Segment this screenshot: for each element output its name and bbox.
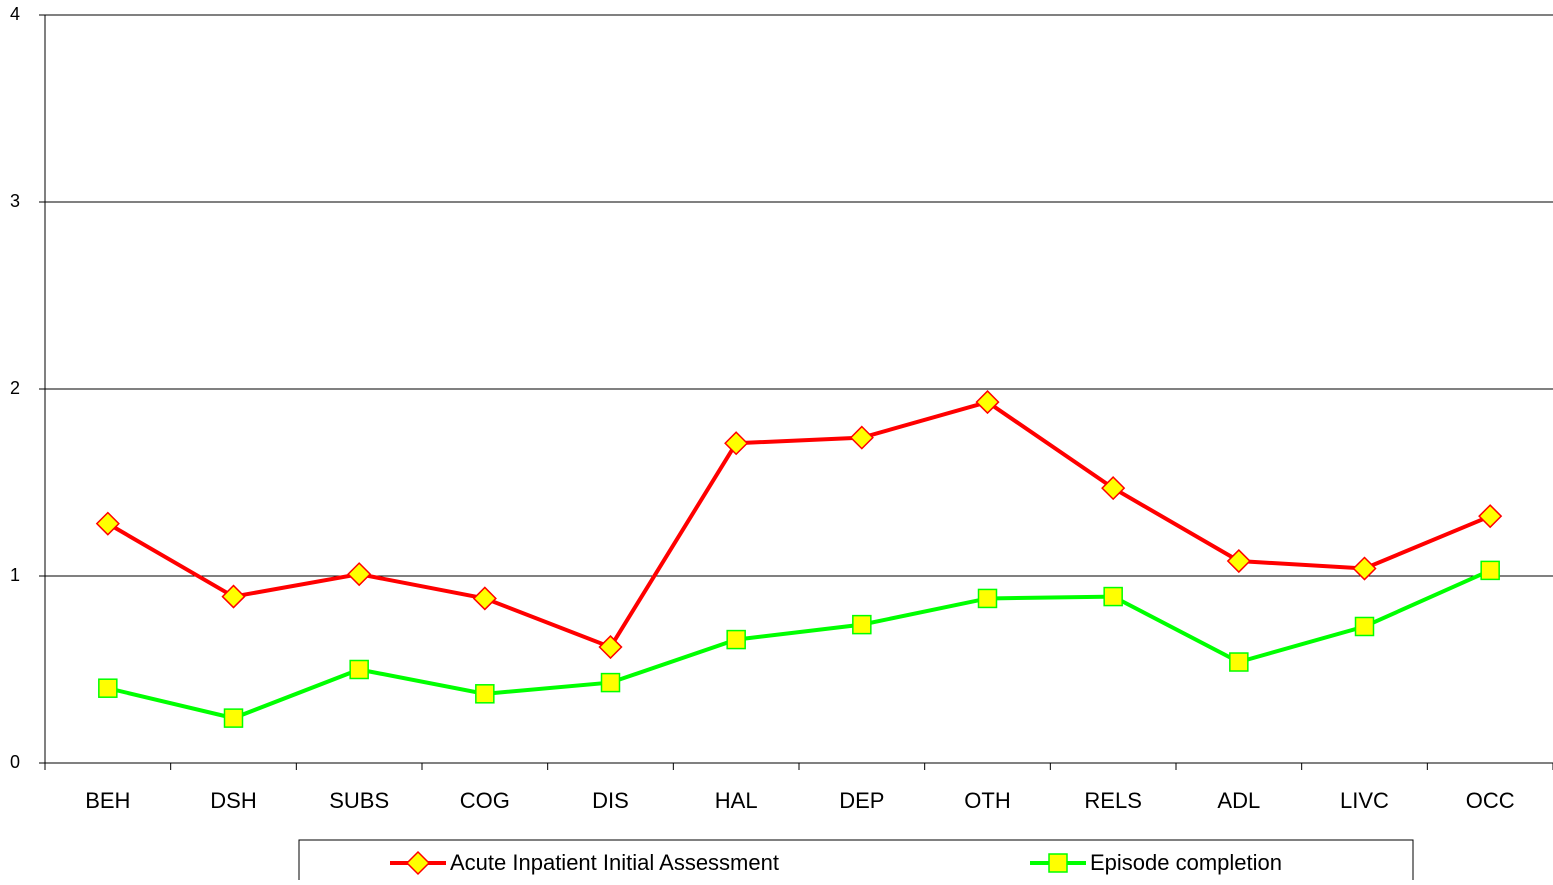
marker bbox=[472, 586, 497, 611]
y-tick-label: 3 bbox=[10, 191, 20, 211]
x-tick-label: HAL bbox=[715, 788, 758, 813]
marker bbox=[349, 659, 369, 680]
legend-marker bbox=[1048, 853, 1068, 873]
marker bbox=[1352, 556, 1377, 581]
marker bbox=[975, 390, 1000, 415]
x-tick-label: OCC bbox=[1466, 788, 1515, 813]
legend-label: Acute Inpatient Initial Assessment bbox=[450, 850, 779, 875]
legend-label: Episode completion bbox=[1090, 850, 1282, 875]
marker bbox=[98, 678, 118, 698]
marker bbox=[475, 684, 495, 704]
x-tick-label: DEP bbox=[839, 788, 884, 813]
marker bbox=[600, 672, 621, 693]
marker bbox=[1480, 560, 1500, 581]
marker bbox=[724, 431, 749, 456]
marker bbox=[598, 634, 623, 660]
x-tick-label: ADL bbox=[1217, 788, 1260, 813]
marker bbox=[1101, 476, 1126, 501]
marker bbox=[223, 708, 244, 728]
marker bbox=[1226, 548, 1251, 574]
marker bbox=[849, 425, 874, 450]
marker bbox=[221, 584, 246, 609]
x-tick-label: RELS bbox=[1084, 788, 1141, 813]
x-tick-label: LIVC bbox=[1340, 788, 1389, 813]
marker bbox=[1354, 616, 1375, 637]
y-tick-label: 2 bbox=[10, 378, 20, 398]
series-line bbox=[106, 399, 1491, 650]
x-tick-label: BEH bbox=[85, 788, 130, 813]
series-line bbox=[107, 568, 1491, 721]
x-tick-label: DIS bbox=[592, 788, 629, 813]
y-tick-label: 0 bbox=[10, 752, 20, 772]
x-tick-label: DSH bbox=[210, 788, 256, 813]
marker bbox=[95, 511, 120, 536]
marker bbox=[347, 562, 372, 587]
y-tick-label: 4 bbox=[10, 4, 20, 24]
marker bbox=[1478, 504, 1503, 529]
marker bbox=[1103, 586, 1123, 607]
x-tick-label: OTH bbox=[964, 788, 1010, 813]
marker bbox=[852, 614, 872, 635]
x-tick-label: SUBS bbox=[329, 788, 389, 813]
marker bbox=[1229, 652, 1249, 672]
legend bbox=[298, 839, 1414, 885]
y-tick-label: 1 bbox=[10, 565, 20, 585]
marker bbox=[977, 588, 998, 609]
marker bbox=[726, 629, 746, 650]
legend-marker bbox=[405, 850, 431, 876]
x-tick-label: COG bbox=[460, 788, 510, 813]
